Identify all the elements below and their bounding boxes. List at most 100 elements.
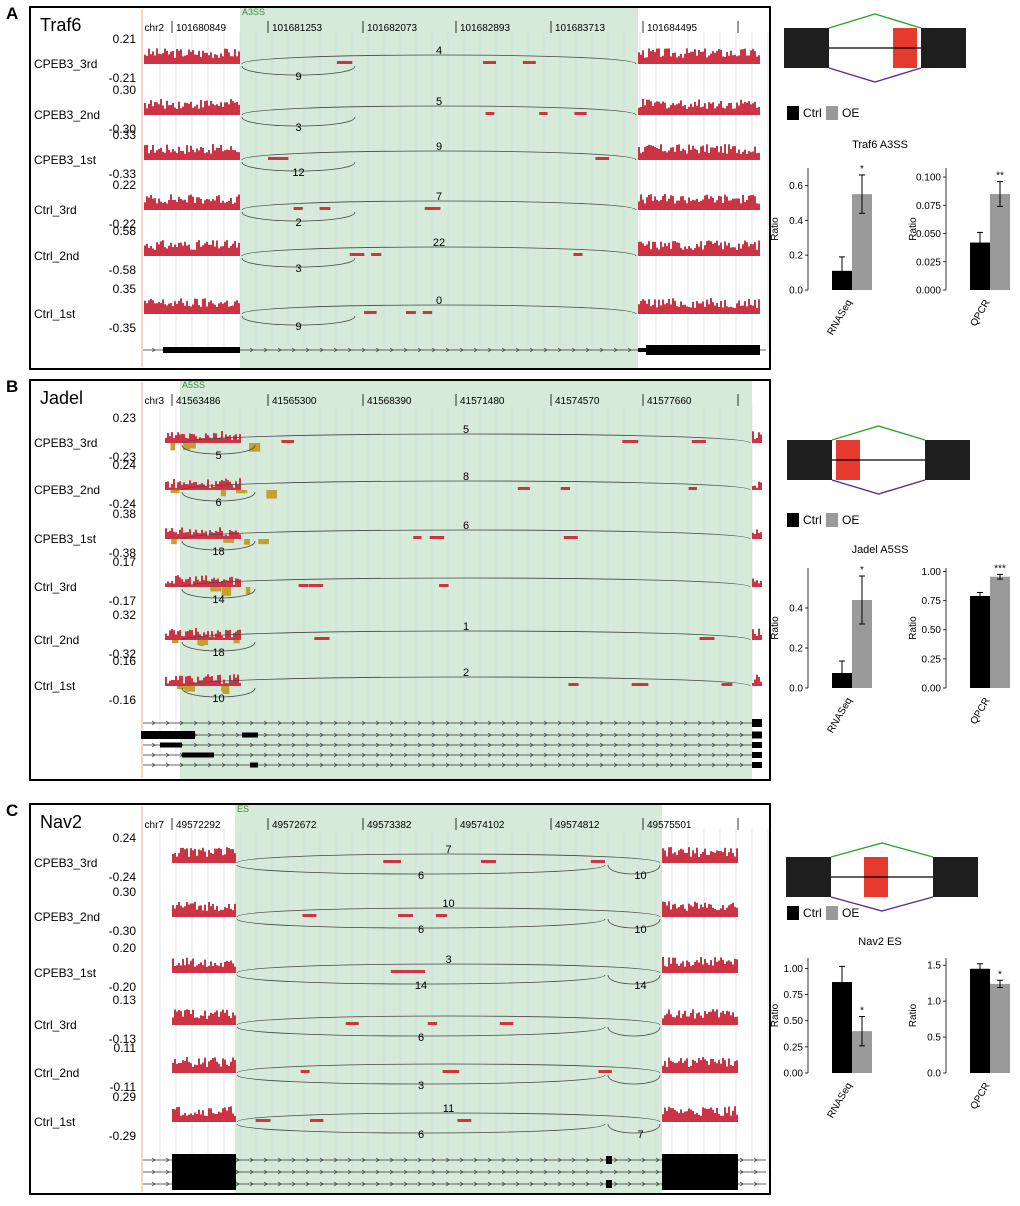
negative-coverage [172,640,179,644]
negative-coverage [170,443,176,451]
coverage-bar [754,581,756,587]
coverage-bar [172,149,174,160]
strand-arrow [655,720,660,726]
coverage-bar [724,144,726,160]
coverage-bar [672,904,674,917]
strand-arrow [641,732,646,738]
coverage-bar [640,153,642,160]
coverage-bar [191,483,193,490]
coverage-bar [716,1063,718,1073]
transcript-exon [662,1178,738,1190]
strand-arrow [725,762,730,768]
junction-arc [236,963,661,974]
coverage-bar [656,148,658,160]
coverage-bar [186,202,188,210]
strand-arrow [319,1181,324,1187]
coverage-bar [174,853,176,863]
legend-swatch-oe [826,106,838,120]
coverage-bar [690,149,692,160]
strand-arrow [151,742,156,748]
coverage-bar [670,147,672,160]
coordinate-label: 41563486 [176,396,221,407]
coverage-bar [686,852,688,863]
coverage-bar [220,1011,222,1025]
coverage-bar [710,241,712,256]
coverage-bar [191,584,193,587]
coverage-bar [672,1016,674,1025]
coverage-bar [192,149,194,160]
coverage-bar [696,55,698,64]
strand-arrow [277,1157,282,1163]
coverage-bar [234,49,236,64]
coverage-bar [190,194,192,210]
coverage-bar [193,682,195,686]
strand-arrow [711,742,716,748]
coverage-bar [674,957,676,973]
transcript-exon [752,731,762,739]
coverage-bar [222,303,224,314]
coverage-bar [724,1060,726,1073]
junction-count: 10 [442,898,454,910]
coverage-island [631,683,649,686]
coverage-bar [234,1115,236,1122]
coverage-bar [680,53,682,64]
coverage-bar [207,674,209,686]
coverage-bar [148,48,150,64]
coverage-bar [696,902,698,917]
coverage-bar [156,102,158,115]
coverage-bar [152,198,154,210]
sample-name: Ctrl_1st [34,679,76,693]
coverage-bar [218,1063,220,1073]
coverage-bar [176,303,178,314]
coverage-bar [744,149,746,160]
coverage-bar [198,849,200,863]
strand-arrow [291,1169,296,1175]
strand-arrow [571,347,576,353]
coverage-bar [668,1009,670,1025]
strand-arrow [613,1169,618,1175]
coverage-bar [188,964,190,973]
sample-name: Ctrl_2nd [34,1066,79,1080]
strand-arrow [431,732,436,738]
junction-arc [181,588,256,599]
coverage-bar [662,848,664,863]
transcript-exon [662,1166,738,1178]
scale-max: 0.11 [114,1041,137,1055]
strand-arrow [431,752,436,758]
coverage-bar [178,300,180,314]
coverage-bar [205,575,207,587]
coverage-bar [688,197,690,210]
junction-count: 3 [295,122,301,134]
coverage-bar [156,203,158,210]
coverage-bar [732,902,734,917]
y-tick-label: 0.0 [927,1069,941,1080]
coverage-island [517,487,530,490]
strand-arrow [557,1169,562,1175]
coverage-bar [148,153,150,160]
strand-arrow [585,347,590,353]
strand-arrow [445,1169,450,1175]
coverage-bar [210,300,212,314]
coverage-island [383,860,401,863]
coordinate-label: 49575501 [647,820,692,831]
coverage-bar [207,631,209,640]
coverage-bar [193,532,195,539]
coverage-bar [686,1058,688,1073]
coverage-bar [184,906,186,917]
strand-arrow [389,347,394,353]
coverage-bar [660,144,662,160]
coverage-bar [187,579,189,587]
y-tick-label: 1.00 [922,567,942,578]
transcript-exon [172,1154,236,1166]
coverage-island [522,61,536,64]
coordinate-label: 49574812 [555,820,600,831]
coverage-bar [652,304,654,314]
coverage-bar [724,847,726,863]
coverage-bar [220,302,222,314]
strand-arrow [473,347,478,353]
junction-arc [241,211,356,222]
coverage-bar [206,241,208,256]
coverage-bar [171,679,173,686]
x-axis-label: RNASeq [826,298,855,337]
